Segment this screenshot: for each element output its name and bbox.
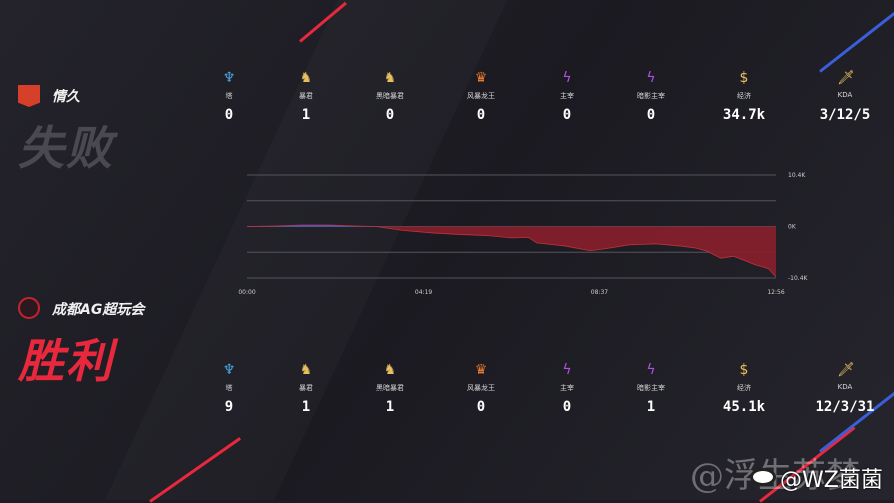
stat-value: 0	[385, 107, 395, 123]
stat-tyrant: ♞ 暴君 1	[266, 70, 346, 123]
x-tick-label: 04:19	[415, 289, 432, 296]
tower-icon: ♆	[222, 70, 236, 86]
stat-value: 1	[385, 399, 395, 415]
stat-tyrant: ♞ 暴君 1	[266, 362, 346, 415]
storm-dragon-icon: ♛	[474, 70, 488, 86]
stat-tower: ♆ 塔 0	[189, 70, 269, 123]
stat-label: 黑暗暴君	[376, 384, 404, 392]
stat-storm-dragon: ♛ 风暴龙王 0	[441, 362, 521, 415]
tower-icon: ♆	[222, 362, 236, 378]
tyrant-icon: ♞	[299, 362, 313, 378]
stat-sword: 🗡 KDA 3/12/5	[805, 70, 885, 123]
stat-storm-dragon: ♛ 风暴龙王 0	[441, 70, 521, 123]
weibo-watermark: @WZ菌菌	[780, 468, 883, 493]
stat-dark-tyrant: ♞ 黑暗暴君 0	[350, 70, 430, 123]
x-tick-label: 00:00	[238, 289, 255, 296]
stat-value: 34.7k	[722, 107, 766, 123]
stat-label: KDA	[837, 91, 853, 99]
stat-label: 主宰	[560, 384, 574, 392]
stat-value: 1	[646, 399, 656, 415]
gold-coin-icon: $	[739, 362, 749, 378]
stat-value: 0	[562, 399, 572, 415]
stat-overlord: ϟ 主宰 0	[527, 362, 607, 415]
stat-label: 塔	[225, 92, 233, 100]
stat-value: 1	[301, 399, 311, 415]
stat-value: 0	[476, 107, 486, 123]
stat-label: KDA	[837, 383, 853, 391]
y-tick-label: -10.4K	[788, 275, 809, 282]
overlord-icon: ϟ	[562, 70, 572, 86]
x-tick-label: 08:37	[591, 289, 608, 296]
overlord-icon: ϟ	[562, 362, 572, 378]
tyrant-icon: ♞	[299, 70, 313, 86]
sword-icon: 🗡	[837, 362, 855, 378]
stat-gold-coin: $ 经济 45.1k	[704, 362, 784, 415]
negative-area	[247, 226, 776, 278]
stat-value: 0	[224, 107, 234, 123]
storm-dragon-icon: ♛	[474, 362, 488, 378]
stat-label: 暴君	[299, 92, 313, 100]
result-label: 失败	[18, 121, 114, 175]
stat-value: 1	[301, 107, 311, 123]
stat-value: 0	[562, 107, 572, 123]
stat-label: 风暴龙王	[467, 384, 495, 392]
stat-label: 风暴龙王	[467, 92, 495, 100]
gold-coin-icon: $	[739, 70, 749, 86]
stat-dark-tyrant: ♞ 黑暗暴君 1	[350, 362, 430, 415]
stat-shadow-overlord: ϟ 暗影主宰 0	[611, 70, 691, 123]
stat-label: 塔	[225, 384, 233, 392]
stat-tower: ♆ 塔 9	[189, 362, 269, 415]
dark-tyrant-icon: ♞	[383, 70, 397, 86]
stat-value: 9	[224, 399, 234, 415]
stat-gold-coin: $ 经济 34.7k	[704, 70, 784, 123]
dark-tyrant-icon: ♞	[383, 362, 397, 378]
stat-label: 经济	[737, 92, 751, 100]
stat-value: 12/3/31	[815, 399, 875, 415]
stat-value: 0	[476, 399, 486, 415]
stat-value: 45.1k	[722, 399, 766, 415]
stat-value: 3/12/5	[819, 107, 871, 123]
stat-label: 主宰	[560, 92, 574, 100]
y-tick-label: 0K	[788, 224, 797, 231]
shadow-overlord-icon: ϟ	[646, 70, 656, 86]
team-name: 成都AG超玩会	[52, 302, 145, 318]
sword-icon: 🗡	[837, 70, 855, 86]
stat-label: 暗影主宰	[637, 384, 665, 392]
stat-label: 经济	[737, 384, 751, 392]
stat-overlord: ϟ 主宰 0	[527, 70, 607, 123]
stat-value: 0	[646, 107, 656, 123]
stat-label: 暗影主宰	[637, 92, 665, 100]
stat-label: 暴君	[299, 384, 313, 392]
weibo-icon	[750, 468, 776, 486]
team-logo-qingjiu	[18, 85, 40, 107]
x-tick-label: 12:56	[767, 289, 784, 296]
y-tick-label: 10.4K	[788, 172, 806, 179]
team-logo-ag	[18, 297, 40, 319]
stat-shadow-overlord: ϟ 暗影主宰 1	[611, 362, 691, 415]
shadow-overlord-icon: ϟ	[646, 362, 656, 378]
stat-sword: 🗡 KDA 12/3/31	[805, 362, 885, 415]
result-label: 胜利	[18, 334, 114, 388]
gold-diff-line	[246, 224, 777, 278]
stat-label: 黑暗暴君	[376, 92, 404, 100]
team-name: 情久	[52, 89, 80, 105]
